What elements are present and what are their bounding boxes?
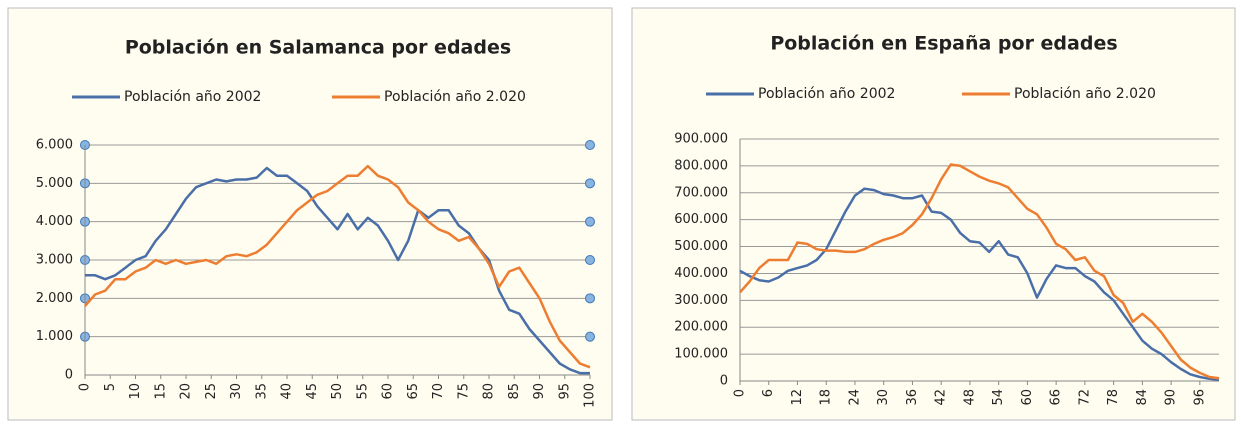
- x-tick-label: 30: [229, 383, 244, 400]
- y-tick-label: 600.000: [674, 212, 728, 227]
- selection-handle: [585, 216, 595, 227]
- x-tick-label: 0: [733, 389, 748, 397]
- x-tick-label: 66: [1049, 389, 1064, 406]
- x-tick-label: 48: [962, 389, 977, 406]
- x-tick-label: 35: [254, 383, 269, 400]
- y-tick-label: 3.000: [36, 253, 73, 268]
- selection-handle: [585, 293, 595, 304]
- x-tick-label: 36: [905, 389, 920, 406]
- x-tick-label: 5: [103, 383, 118, 391]
- selection-handle: [585, 140, 595, 150]
- selection-handle: [585, 178, 595, 189]
- x-tick-label: 20: [179, 383, 194, 400]
- x-tick-label: 25: [204, 383, 219, 400]
- chart-frame: [7, 7, 613, 421]
- y-tick-label: 300.000: [674, 293, 728, 308]
- x-tick-label: 90: [532, 383, 547, 400]
- x-tick-label: 65: [406, 383, 421, 400]
- legend-label: Población año 2.020: [1014, 86, 1156, 102]
- y-tick-label: 4.000: [36, 214, 73, 229]
- selection-handle: [585, 331, 595, 342]
- legend-label: Población año 2002: [124, 89, 261, 105]
- x-tick-label: 78: [1106, 389, 1121, 406]
- y-tick-label: 200.000: [674, 320, 728, 335]
- x-tick-label: 0: [78, 383, 93, 391]
- y-tick-label: 100.000: [674, 347, 728, 362]
- y-tick-label: 0: [65, 368, 73, 383]
- x-tick-label: 96: [1192, 389, 1207, 406]
- x-tick-label: 60: [1020, 389, 1035, 406]
- x-tick-label: 90: [1164, 389, 1179, 406]
- x-tick-label: 70: [431, 383, 446, 400]
- y-tick-label: 2.000: [36, 291, 73, 306]
- series-line: [739, 187, 1220, 381]
- x-tick-label: 72: [1077, 389, 1092, 406]
- x-tick-label: 6: [761, 389, 776, 397]
- series-line: [84, 164, 591, 369]
- legend-label: Población año 2002: [758, 86, 895, 102]
- y-tick-label: 5.000: [36, 176, 73, 191]
- x-tick-label: 30: [876, 389, 891, 406]
- series-line: [85, 166, 590, 375]
- x-tick-label: 80: [482, 383, 497, 400]
- x-tick-label: 45: [305, 383, 320, 400]
- x-tick-label: 95: [557, 383, 572, 400]
- selection-handle: [585, 255, 595, 265]
- chart-frame: [631, 7, 1236, 421]
- x-tick-label: 54: [991, 389, 1006, 406]
- x-tick-label: 84: [1135, 389, 1150, 406]
- series-line: [739, 163, 1220, 380]
- x-tick-label: 42: [934, 389, 949, 406]
- x-tick-label: 100: [583, 383, 598, 408]
- y-tick-label: 700.000: [674, 185, 728, 200]
- y-tick-label: 400.000: [674, 266, 728, 281]
- x-tick-label: 50: [330, 383, 345, 400]
- chart-title: Población en España por edades: [770, 33, 1117, 55]
- y-tick-label: 800.000: [674, 158, 728, 173]
- x-tick-label: 40: [280, 383, 295, 400]
- x-tick-label: 18: [819, 389, 834, 406]
- y-tick-label: 900.000: [674, 132, 728, 147]
- x-tick-label: 15: [153, 383, 168, 400]
- y-tick-label: 500.000: [674, 239, 728, 254]
- y-tick-label: 0: [720, 374, 728, 389]
- chart-title: Población en Salamanca por edades: [125, 37, 511, 59]
- x-tick-label: 85: [507, 383, 522, 400]
- x-tick-label: 24: [847, 389, 862, 406]
- x-tick-label: 10: [128, 383, 143, 400]
- x-tick-label: 55: [355, 383, 370, 400]
- x-tick-label: 12: [790, 389, 805, 406]
- y-tick-label: 6.000: [36, 138, 73, 153]
- y-tick-label: 1.000: [36, 329, 73, 344]
- legend-label: Población año 2.020: [384, 89, 526, 105]
- x-tick-label: 75: [456, 383, 471, 400]
- x-tick-label: 60: [381, 383, 396, 400]
